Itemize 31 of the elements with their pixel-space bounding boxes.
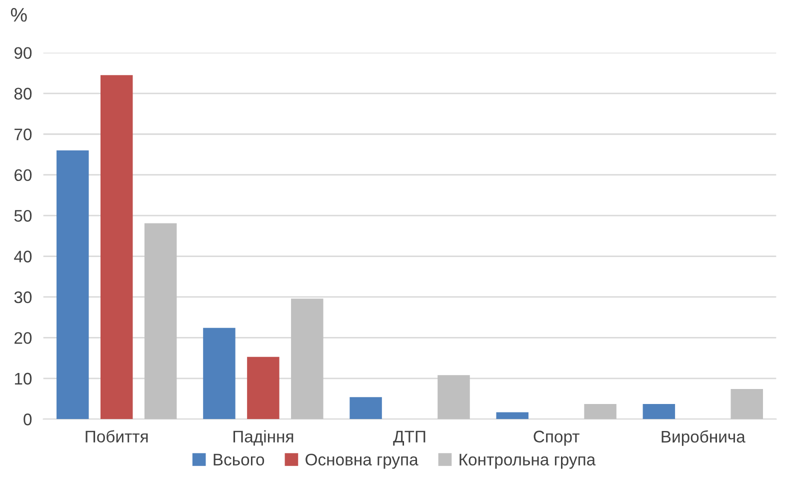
y-axis-title: %: [10, 8, 27, 22]
legend-label: Основна група: [306, 454, 418, 469]
y-tick-label: 70: [14, 128, 32, 140]
bar: [56, 150, 89, 420]
bar: [350, 397, 382, 420]
bar: [496, 412, 528, 420]
y-tick-label: 10: [14, 372, 32, 385]
bar: [438, 375, 470, 420]
y-tick-label: 80: [14, 88, 32, 100]
x-tick-label: Падіння: [233, 430, 294, 446]
x-tick-label: ДТП: [393, 430, 426, 446]
legend-label: Контрольна група: [460, 454, 596, 469]
y-tick-label: 60: [14, 169, 32, 182]
y-tick-label: 20: [14, 332, 32, 344]
y-tick-label: 30: [14, 291, 32, 304]
y-tick-label: 40: [14, 250, 32, 262]
y-tick-label: 50: [14, 210, 32, 222]
y-tick-label: 90: [14, 47, 32, 59]
legend-label: Всього: [214, 454, 264, 466]
bar: [144, 223, 177, 420]
bar: [584, 404, 616, 420]
x-tick-label: Побиття: [86, 430, 148, 442]
bar: [203, 328, 236, 420]
bar: [291, 298, 324, 420]
x-tick-label: Виробнича: [662, 430, 746, 446]
bar: [247, 356, 280, 420]
bar: [730, 388, 763, 420]
bar: [642, 404, 676, 420]
bar: [100, 75, 133, 420]
y-tick-label: 0: [24, 414, 32, 426]
x-tick-label: Спорт: [534, 430, 580, 446]
